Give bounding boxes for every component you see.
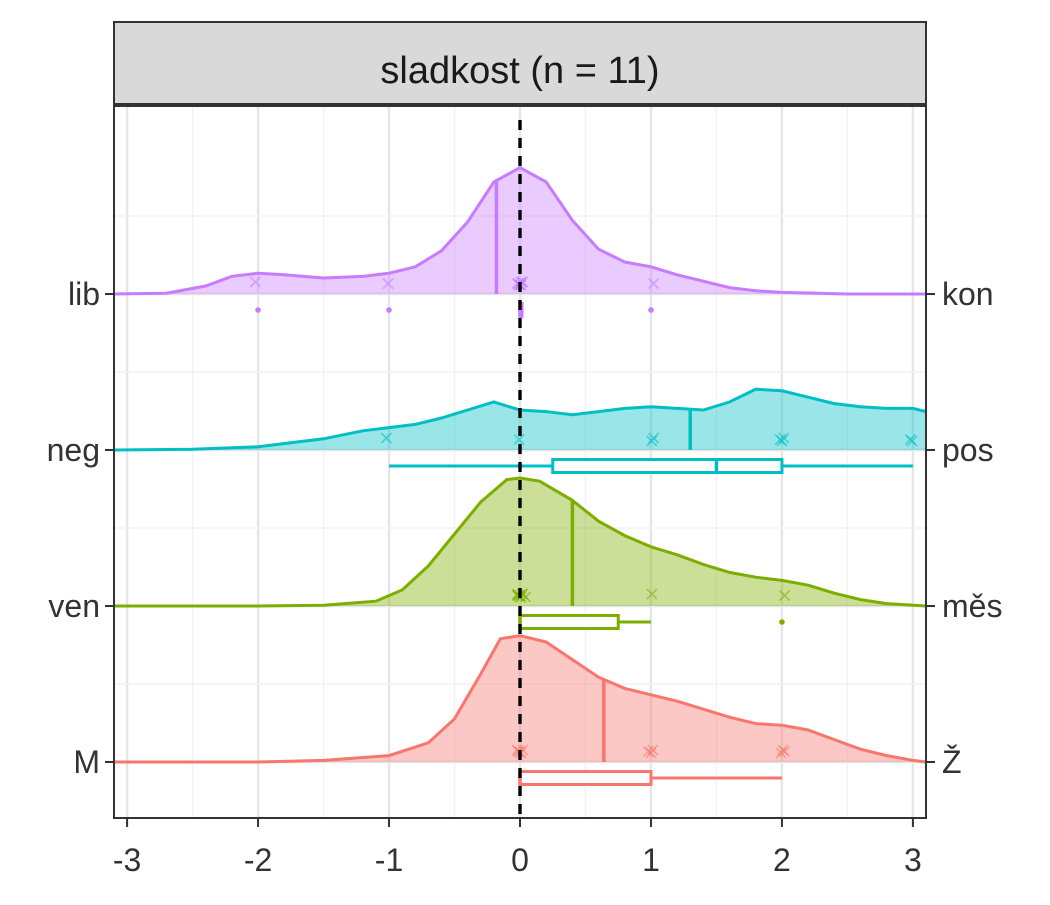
density-curve <box>113 165 926 296</box>
box-iqr <box>551 458 784 474</box>
x-tick-label: 0 <box>511 842 529 878</box>
x-tick-label: -1 <box>375 842 403 878</box>
data-point <box>380 432 392 444</box>
density-curve <box>114 634 927 764</box>
data-point <box>382 277 394 290</box>
x-tick-label: -2 <box>244 842 272 878</box>
data-point <box>513 433 525 446</box>
series-layer <box>113 120 927 818</box>
x-tick-label: 2 <box>773 842 791 878</box>
data-point <box>642 745 654 758</box>
data-point <box>906 435 918 447</box>
data-point <box>776 435 788 447</box>
facet-strip <box>113 21 927 105</box>
y-label-left: neg <box>47 432 100 468</box>
series-neg <box>113 387 927 474</box>
y-label-right: pos <box>942 432 994 468</box>
box-outlier <box>386 307 392 313</box>
data-point <box>648 432 660 444</box>
y-label-left: M <box>73 744 100 780</box>
data-point <box>645 747 657 759</box>
data-point <box>775 747 787 759</box>
box-iqr <box>518 614 620 630</box>
data-point <box>520 591 532 603</box>
data-point <box>646 435 658 447</box>
box-outlier <box>648 307 654 313</box>
density-curve <box>114 476 927 608</box>
data-point <box>646 588 658 600</box>
box-iqr <box>518 770 653 786</box>
data-point <box>779 589 791 602</box>
box-outlier <box>255 307 261 313</box>
y-label-left: lib <box>68 276 100 312</box>
y-label-left: ven <box>48 588 100 624</box>
y-label-right: měs <box>942 588 1002 624</box>
density-curve <box>113 387 927 452</box>
data-point <box>778 432 790 444</box>
box-outlier <box>779 619 785 625</box>
facet-strip-title: sladkost (n = 11) <box>380 50 659 92</box>
data-point <box>648 277 660 290</box>
x-tick-label: -3 <box>113 842 141 878</box>
x-tick-label: 3 <box>904 842 922 878</box>
y-label-right: Ž <box>942 744 962 780</box>
data-point <box>779 745 791 758</box>
data-point <box>249 276 261 288</box>
y-label-right: kon <box>942 276 994 312</box>
x-tick-label: 1 <box>642 842 660 878</box>
